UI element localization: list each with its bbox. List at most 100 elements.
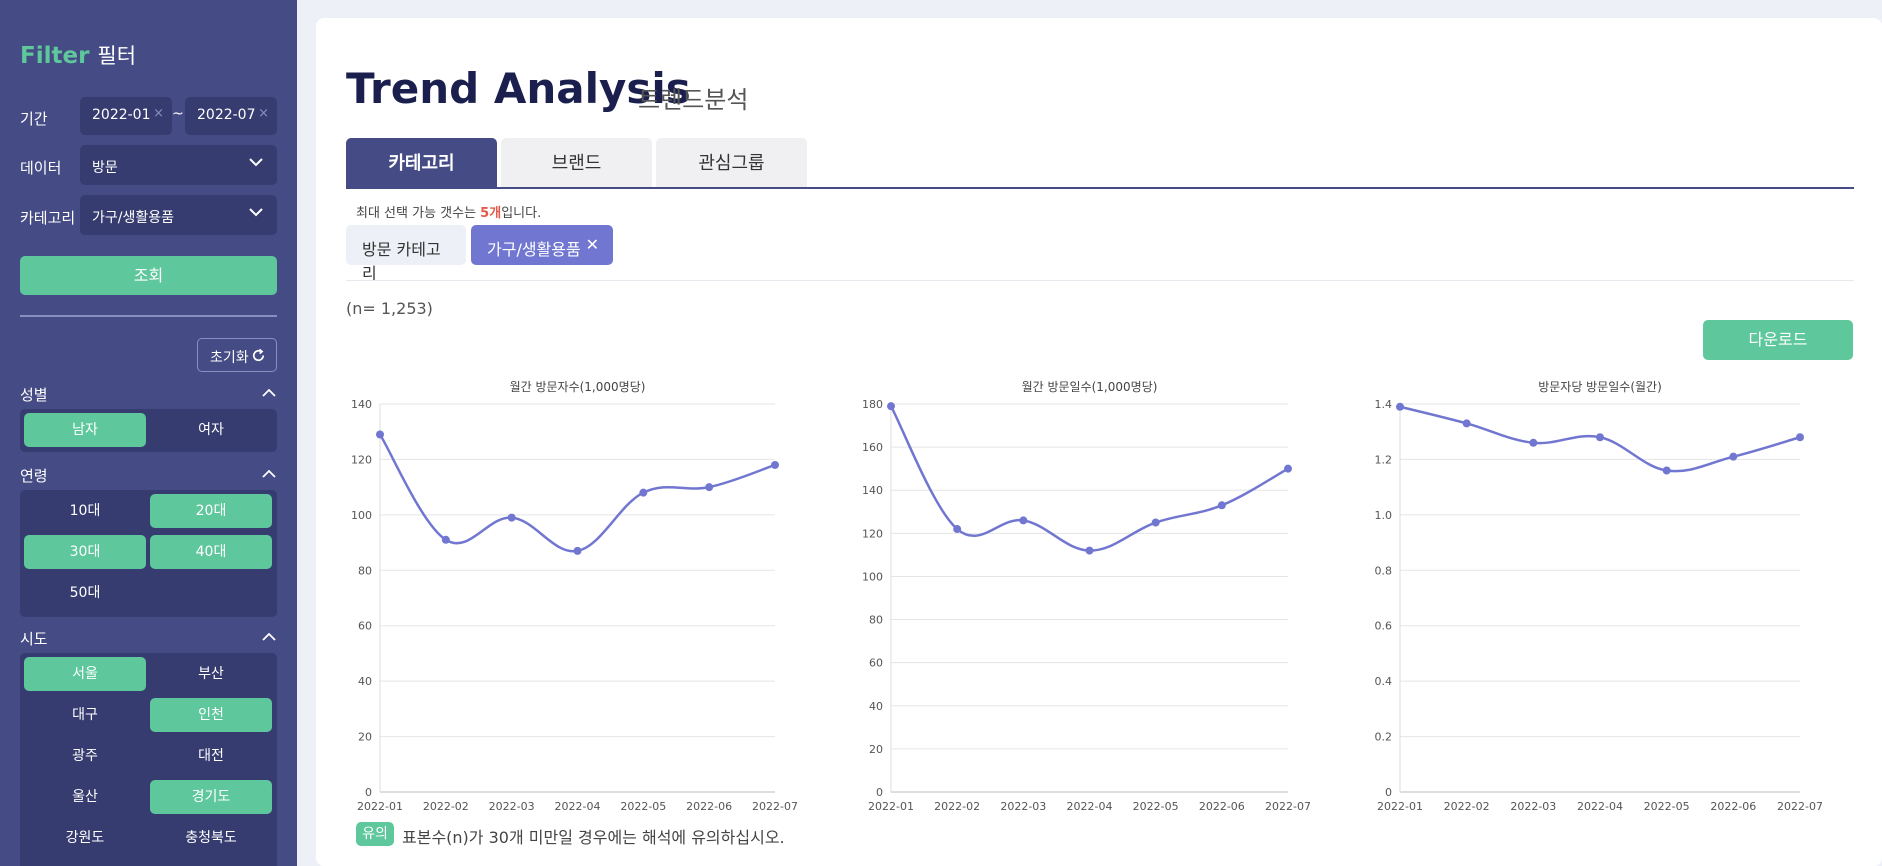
region-option-chungbuk[interactable]: 충청북도 — [185, 830, 237, 846]
y-tick-label: 100 — [351, 509, 372, 522]
age-option-20s[interactable]: 20대 — [150, 494, 272, 528]
region-section-header[interactable]: 시도 — [20, 628, 277, 649]
region-option-incheon[interactable]: 인천 — [150, 698, 272, 732]
age-label: 연령 — [20, 467, 48, 485]
y-tick-label: 0.6 — [1375, 620, 1393, 633]
data-point — [1729, 452, 1738, 461]
x-tick-label: 2022-06 — [1710, 800, 1756, 813]
chevron-up-icon[interactable] — [261, 629, 277, 645]
download-button[interactable]: 다운로드 — [1703, 320, 1853, 360]
tab-underline — [346, 187, 1854, 189]
data-point — [1085, 546, 1094, 555]
region-option-seoul[interactable]: 서울 — [24, 657, 146, 691]
date-range-tilde: ~ — [172, 106, 184, 122]
chart-title: 월간 방문일수(1,000명당) — [1022, 380, 1158, 394]
x-tick-label: 2022-06 — [1199, 800, 1245, 813]
region-option-gangwon[interactable]: 강원도 — [65, 830, 105, 846]
reset-label: 초기화 — [210, 350, 249, 366]
data-point — [573, 546, 582, 555]
y-tick-label: 180 — [862, 398, 883, 411]
chevron-up-icon[interactable] — [261, 385, 277, 401]
tab-category[interactable]: 카테고리 — [346, 138, 497, 189]
y-tick-label: 0.8 — [1375, 564, 1393, 577]
y-tick-label: 40 — [869, 700, 883, 713]
data-point — [1217, 501, 1226, 510]
clear-date-to-icon[interactable]: × — [258, 106, 269, 121]
max-selection-note: 최대 선택 가능 갯수는 5개입니다. — [356, 202, 541, 221]
page-title: Trend Analysis — [346, 64, 691, 113]
y-tick-label: 20 — [358, 731, 372, 744]
y-tick-label: 80 — [869, 614, 883, 627]
region-option-daegu[interactable]: 대구 — [72, 707, 98, 723]
age-section-header[interactable]: 연령 — [20, 465, 277, 486]
region-option-busan[interactable]: 부산 — [198, 666, 224, 682]
y-tick-label: 140 — [351, 398, 372, 411]
region-option-gyeonggi[interactable]: 경기도 — [150, 780, 272, 814]
data-point — [639, 488, 648, 497]
section-divider — [346, 280, 1854, 281]
gender-section-header[interactable]: 성별 — [20, 384, 277, 405]
data-label: 데이터 — [20, 159, 62, 177]
sidebar-title: Filter 필터 — [20, 40, 136, 70]
y-tick-label: 60 — [869, 657, 883, 670]
x-tick-label: 2022-07 — [752, 800, 798, 813]
category-select[interactable]: 가구/생활용품 — [80, 195, 277, 235]
data-point — [507, 513, 516, 522]
y-tick-label: 120 — [862, 527, 883, 540]
data-point — [771, 460, 779, 469]
clear-date-from-icon[interactable]: × — [153, 106, 164, 121]
date-to-input[interactable]: 2022-07 × — [185, 97, 277, 135]
age-option-40s[interactable]: 40대 — [150, 535, 272, 569]
x-tick-label: 2022-07 — [1777, 800, 1823, 813]
data-point — [1396, 402, 1404, 411]
age-option-50s[interactable]: 50대 — [69, 585, 101, 601]
sample-count: (n= 1,253) — [346, 299, 433, 318]
x-tick-label: 2022-05 — [1644, 800, 1690, 813]
data-select[interactable]: 방문 — [80, 145, 277, 185]
y-tick-label: 80 — [358, 564, 372, 577]
region-option-gwangju[interactable]: 광주 — [72, 748, 98, 764]
gender-option-female[interactable]: 여자 — [198, 422, 224, 438]
x-tick-label: 2022-03 — [1000, 800, 1046, 813]
date-from-input[interactable]: 2022-01 × — [80, 97, 172, 135]
max-note-pre: 최대 선택 가능 갯수는 — [356, 206, 481, 221]
y-tick-label: 60 — [358, 620, 372, 633]
data-point — [1596, 433, 1604, 442]
category-select-value: 가구/생활용품 — [92, 210, 174, 226]
data-point — [1151, 518, 1160, 527]
close-icon[interactable]: ✕ — [585, 235, 599, 254]
chevron-down-icon — [249, 208, 263, 217]
x-tick-label: 2022-02 — [423, 800, 469, 813]
y-tick-label: 120 — [351, 453, 372, 466]
age-option-30s[interactable]: 30대 — [24, 535, 146, 569]
chevron-up-icon[interactable] — [261, 466, 277, 482]
data-point — [376, 430, 384, 439]
tab-brand[interactable]: 브랜드 — [501, 138, 652, 189]
gender-label: 성별 — [20, 386, 48, 404]
age-option-10s[interactable]: 10대 — [69, 503, 101, 519]
y-tick-label: 0.4 — [1375, 675, 1393, 688]
selected-chip-visit-category[interactable]: 방문 카테고리 — [346, 225, 466, 283]
data-point — [953, 525, 962, 534]
search-button[interactable]: 조회 — [20, 256, 277, 295]
y-tick-label: 140 — [862, 484, 883, 497]
date-from-value: 2022-01 — [92, 107, 151, 123]
region-option-daejeon[interactable]: 대전 — [198, 748, 224, 764]
y-tick-label: 100 — [862, 570, 883, 583]
selected-chip-furniture[interactable]: 가구/생활용품 ✕ — [471, 225, 613, 265]
y-tick-label: 0 — [1385, 786, 1392, 799]
y-tick-label: 0.2 — [1375, 731, 1393, 744]
tab-interest-group[interactable]: 관심그룹 — [656, 138, 807, 189]
y-tick-label: 40 — [358, 675, 372, 688]
age-options: 10대 20대 30대 40대 50대 — [20, 490, 277, 617]
gender-option-male[interactable]: 남자 — [24, 413, 146, 447]
x-tick-label: 2022-05 — [620, 800, 666, 813]
region-options: 서울 부산 대구 인천 광주 대전 울산 경기도 강원도 충청북도 — [20, 653, 277, 866]
date-to-value: 2022-07 — [197, 107, 256, 123]
y-tick-label: 160 — [862, 441, 883, 454]
sidebar-title-en: Filter — [20, 43, 90, 69]
series-line — [889, 405, 1289, 552]
region-option-ulsan[interactable]: 울산 — [72, 789, 98, 805]
reset-button[interactable]: 초기화 — [197, 338, 277, 372]
y-tick-label: 0 — [876, 786, 883, 799]
